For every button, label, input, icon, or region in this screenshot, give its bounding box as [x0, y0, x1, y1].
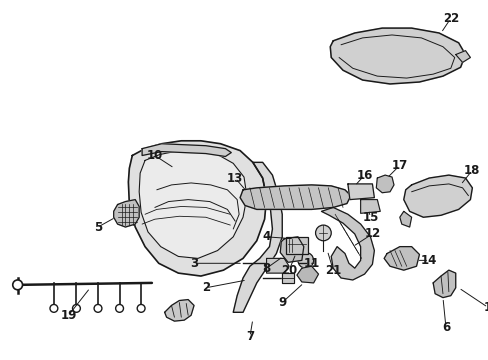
- Polygon shape: [113, 199, 139, 227]
- Polygon shape: [128, 141, 266, 276]
- Text: 13: 13: [226, 171, 243, 185]
- Circle shape: [137, 305, 145, 312]
- Polygon shape: [384, 247, 419, 270]
- Text: 9: 9: [278, 296, 286, 309]
- Polygon shape: [240, 185, 350, 210]
- Polygon shape: [347, 184, 374, 199]
- Text: 7: 7: [245, 330, 253, 343]
- Text: 2: 2: [202, 281, 209, 294]
- Circle shape: [50, 305, 58, 312]
- Text: 11: 11: [303, 257, 319, 270]
- Text: 3: 3: [190, 257, 198, 270]
- Polygon shape: [280, 237, 303, 262]
- Text: 1: 1: [483, 301, 488, 314]
- Text: 12: 12: [364, 228, 380, 240]
- Polygon shape: [266, 258, 288, 273]
- Circle shape: [297, 252, 313, 268]
- Polygon shape: [360, 199, 380, 213]
- Circle shape: [115, 305, 123, 312]
- Polygon shape: [376, 175, 393, 193]
- Text: 15: 15: [362, 211, 378, 224]
- Circle shape: [315, 225, 330, 241]
- Text: 17: 17: [391, 159, 407, 172]
- Circle shape: [72, 305, 80, 312]
- Text: 19: 19: [61, 309, 77, 322]
- Polygon shape: [296, 266, 318, 283]
- Text: 16: 16: [356, 168, 372, 181]
- Polygon shape: [403, 175, 471, 217]
- FancyBboxPatch shape: [285, 237, 307, 253]
- Text: 6: 6: [441, 320, 449, 333]
- Text: 18: 18: [463, 164, 480, 177]
- Polygon shape: [233, 162, 282, 312]
- Text: 20: 20: [281, 264, 297, 277]
- Polygon shape: [139, 150, 246, 258]
- Text: 22: 22: [442, 12, 458, 25]
- Text: 21: 21: [325, 264, 341, 277]
- Circle shape: [13, 280, 22, 290]
- Polygon shape: [282, 273, 293, 283]
- Text: 8: 8: [262, 262, 270, 275]
- Text: 4: 4: [262, 230, 270, 243]
- Circle shape: [94, 305, 102, 312]
- Polygon shape: [142, 144, 231, 157]
- Polygon shape: [164, 300, 194, 321]
- Text: 5: 5: [94, 221, 102, 234]
- Polygon shape: [329, 28, 465, 84]
- Polygon shape: [321, 207, 374, 280]
- Polygon shape: [455, 51, 469, 62]
- Text: 14: 14: [420, 254, 437, 267]
- Text: 10: 10: [146, 149, 163, 162]
- Polygon shape: [399, 211, 411, 227]
- Polygon shape: [432, 270, 455, 298]
